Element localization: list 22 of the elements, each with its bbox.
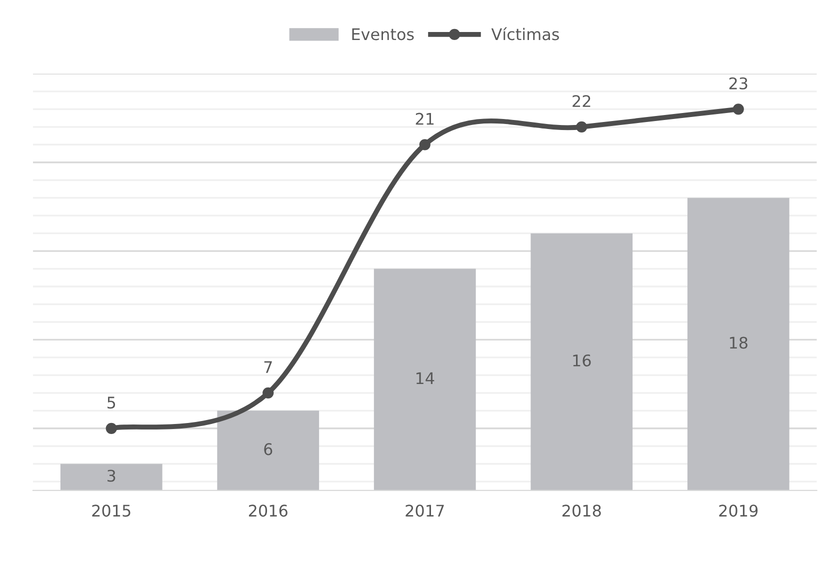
data-label: 14 <box>416 372 434 384</box>
data-label: 5 <box>108 396 116 409</box>
legend-label: Eventos <box>352 28 414 40</box>
legend-label: Víctimas <box>491 27 559 40</box>
data-label: 23 <box>729 77 748 90</box>
x-tick-label: 2019 <box>719 504 758 517</box>
point <box>576 121 588 132</box>
data-label: 16 <box>573 354 591 367</box>
data-label: 3 <box>108 470 116 482</box>
data-label: 21 <box>416 112 434 125</box>
data-label: 6 <box>264 443 272 456</box>
x-tick-label: 2016 <box>248 504 288 517</box>
point <box>732 104 744 115</box>
data-label: 7 <box>264 361 272 373</box>
point <box>419 139 430 150</box>
x-tick-label: 2015 <box>92 504 130 517</box>
data-label: 18 <box>730 336 748 349</box>
point <box>262 387 274 398</box>
data-label: 22 <box>572 95 590 107</box>
point <box>106 422 117 434</box>
x-tick-label: 2018 <box>562 504 601 517</box>
x-tick-label: 2017 <box>406 504 444 517</box>
